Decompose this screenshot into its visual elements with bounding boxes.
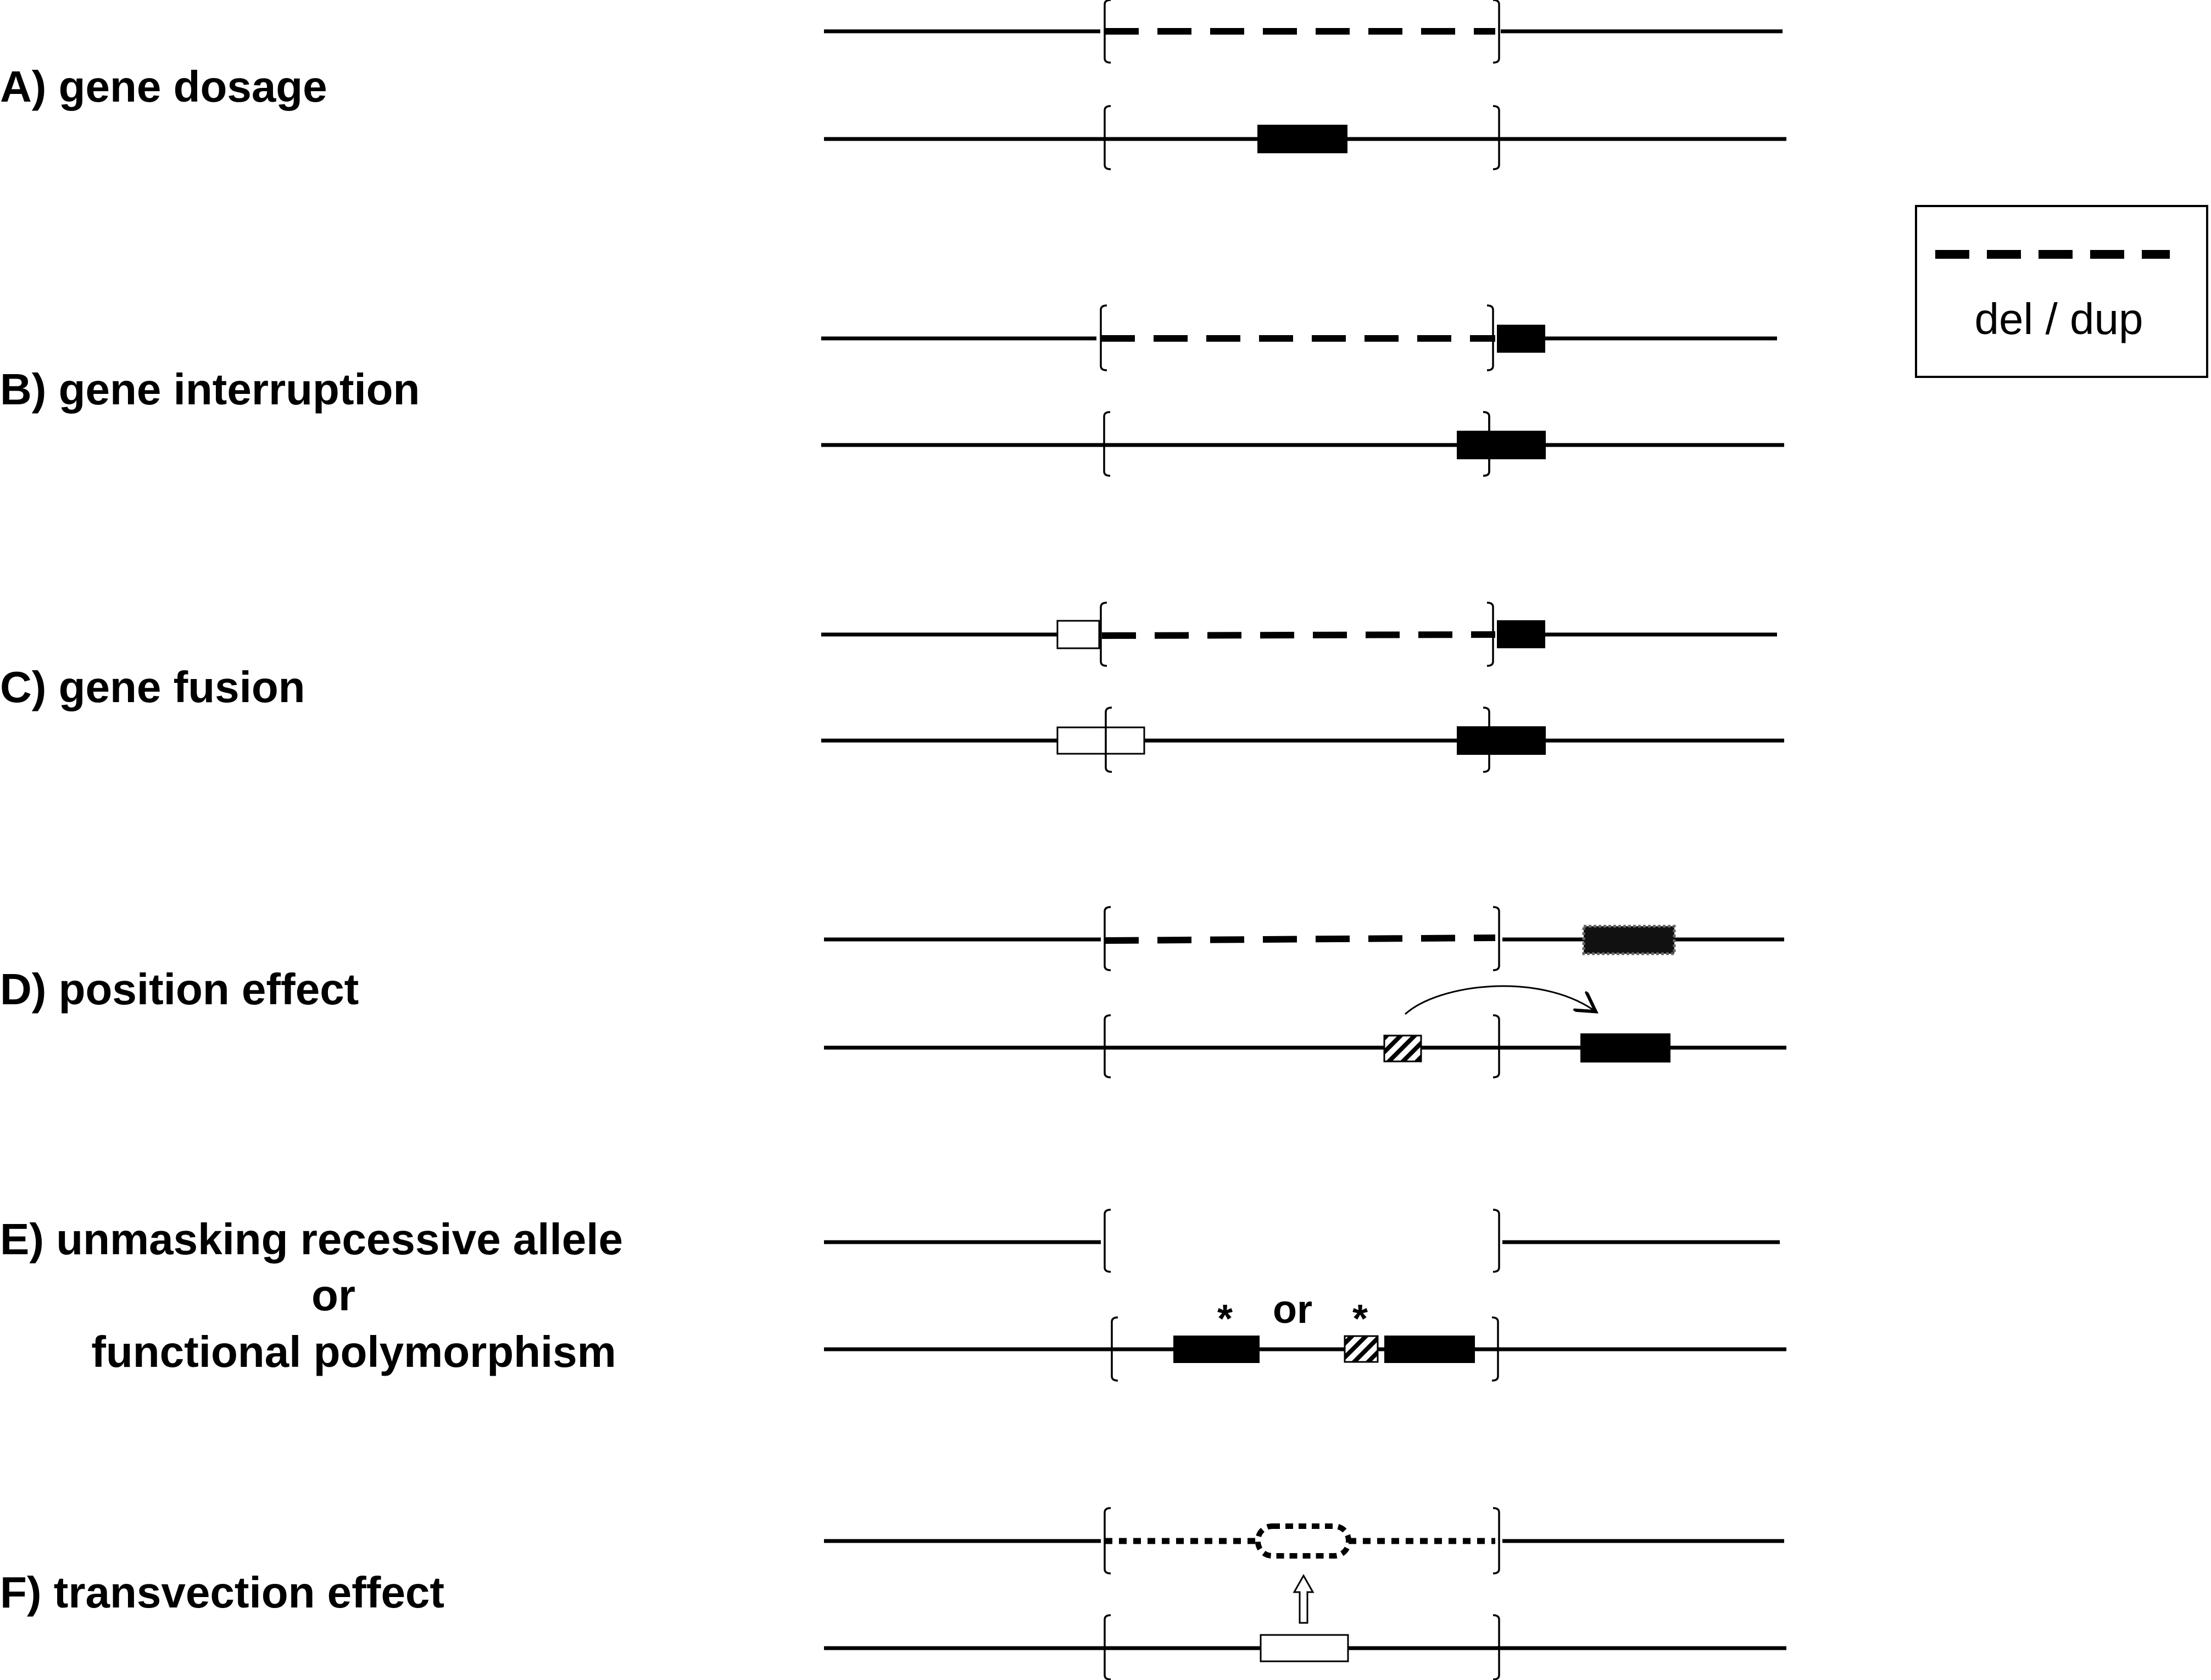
legend-label: del / dup: [1975, 294, 2143, 343]
gene-black-a2: [1257, 125, 1347, 153]
gene-black-e2-right: [1384, 1336, 1475, 1363]
bracket-left-f2: [1104, 1614, 1111, 1680]
panel-d: [824, 906, 1786, 1078]
deleted-segment-d1: [1104, 934, 1496, 944]
mutation-star-left: *: [1217, 1297, 1233, 1341]
hollow-arrow-f: [1293, 1573, 1315, 1624]
bracket-left-b2: [1103, 411, 1111, 477]
gene-dotted-d1: [1582, 925, 1676, 955]
bracket-right-c1: [1486, 602, 1494, 667]
bracket-left-e2: [1111, 1316, 1118, 1382]
bracket-right-a2: [1492, 105, 1500, 170]
curved-arrow-d: [1404, 985, 1593, 1015]
panel-label-c: C) gene fusion: [0, 663, 305, 711]
panel-c: [821, 602, 1784, 773]
deleted-segment-c1: [1101, 631, 1496, 639]
panel-label-e-line3: functional polymorphism: [91, 1327, 616, 1376]
panel-label-d: D) position effect: [0, 965, 359, 1014]
panel-label-e-line2: or: [311, 1271, 355, 1320]
bracket-left-a1: [1104, 0, 1111, 64]
bracket-right-f1: [1492, 1507, 1500, 1575]
regulatory-element-e2: [1344, 1335, 1379, 1363]
gene-black-b1: [1497, 325, 1545, 353]
bracket-left-d1: [1104, 906, 1111, 971]
legend: del / dup: [1915, 205, 2208, 378]
bracket-left-f1: [1104, 1507, 1111, 1575]
bracket-left-c1: [1100, 602, 1107, 667]
gene-white-c2: [1056, 726, 1145, 755]
bracket-left-e1: [1104, 1209, 1111, 1273]
legend-box: [1915, 205, 2208, 378]
bracket-right-e1: [1492, 1209, 1500, 1273]
panel-b: [821, 304, 1784, 477]
bracket-right-f2: [1492, 1614, 1500, 1680]
mutation-star-right: *: [1352, 1297, 1368, 1341]
gene-black-b2: [1457, 431, 1546, 459]
gene-black-e2-left: [1173, 1336, 1260, 1363]
gene-white-c1: [1056, 620, 1100, 649]
or-label: or: [1273, 1288, 1312, 1332]
bracket-left-a2: [1104, 105, 1111, 170]
regulatory-element-d2: [1383, 1034, 1422, 1062]
bracket-right-b2: [1483, 411, 1490, 477]
panel-a: [824, 0, 1786, 170]
panel-label-f: F) transvection effect: [0, 1568, 444, 1617]
gene-black-d2: [1580, 1033, 1670, 1062]
gene-white-f2: [1260, 1634, 1349, 1662]
bracket-right-a1: [1492, 0, 1500, 64]
panel-label-e-line1: E) unmasking recessive allele: [0, 1215, 623, 1264]
bracket-right-d2: [1492, 1014, 1500, 1078]
bracket-right-b1: [1486, 304, 1494, 371]
panel-label-a: A) gene dosage: [0, 62, 327, 111]
dotted-gene-f1: [1255, 1523, 1351, 1559]
bracket-left-d2: [1104, 1014, 1111, 1078]
panel-label-b: B) gene interruption: [0, 365, 420, 414]
bracket-left-c2: [1105, 707, 1112, 773]
bracket-left-b1: [1100, 304, 1107, 371]
bracket-right-e2: [1491, 1316, 1499, 1382]
gene-black-c2: [1457, 726, 1546, 755]
gene-black-c1: [1497, 620, 1545, 648]
panel-e: * or *: [824, 1209, 1786, 1382]
panel-f: [824, 1507, 1786, 1680]
bracket-right-c2: [1483, 707, 1490, 773]
bracket-right-d1: [1492, 906, 1500, 971]
